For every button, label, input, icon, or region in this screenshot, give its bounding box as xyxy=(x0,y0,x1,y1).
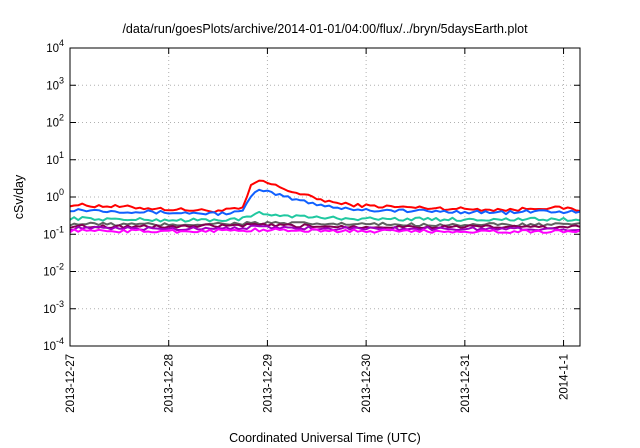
grid xyxy=(69,48,580,346)
x-tick-label: 2013-12-28 xyxy=(164,354,176,413)
y-tick-label: 10-2 xyxy=(43,262,64,279)
y-tick-label: 100 xyxy=(46,187,64,204)
series-line xyxy=(69,179,581,214)
y-tick-label: 10-3 xyxy=(43,299,64,316)
x-tick-label: 2013-12-27 xyxy=(65,354,77,413)
y-tick-label: 102 xyxy=(46,113,64,130)
x-ticks: 2013-12-27 2013-12-28 2013-12-29 2013-12-30… xyxy=(65,48,571,413)
x-axis-label: Coordinated Universal Time (UTC) xyxy=(229,431,421,445)
series-line xyxy=(69,224,581,232)
y-tick-label: 101 xyxy=(46,150,64,167)
x-tick-label: 2013-12-31 xyxy=(460,354,472,413)
series-line xyxy=(69,227,581,234)
y-axis-label: cSv/day xyxy=(12,174,26,219)
chart-title: /data/run/goesPlots/archive/2014-01-01/0… xyxy=(122,22,528,36)
series-line xyxy=(69,188,581,217)
y-tick-label: 10-1 xyxy=(43,224,64,241)
y-tick-label: 103 xyxy=(46,75,64,92)
x-tick-label: 2013-12-29 xyxy=(262,354,274,413)
y-ticks: 10-4 10-3 10-2 10-1 100 101 102 103 104 xyxy=(43,38,580,353)
series-group xyxy=(69,179,581,234)
series-line xyxy=(69,210,581,223)
y-tick-label: 10-4 xyxy=(43,336,64,353)
series-line xyxy=(69,222,581,230)
y-tick-label: 104 xyxy=(46,38,64,55)
x-tick-label: 2014-1-1 xyxy=(559,354,571,400)
x-tick-label: 2013-12-30 xyxy=(361,354,373,413)
